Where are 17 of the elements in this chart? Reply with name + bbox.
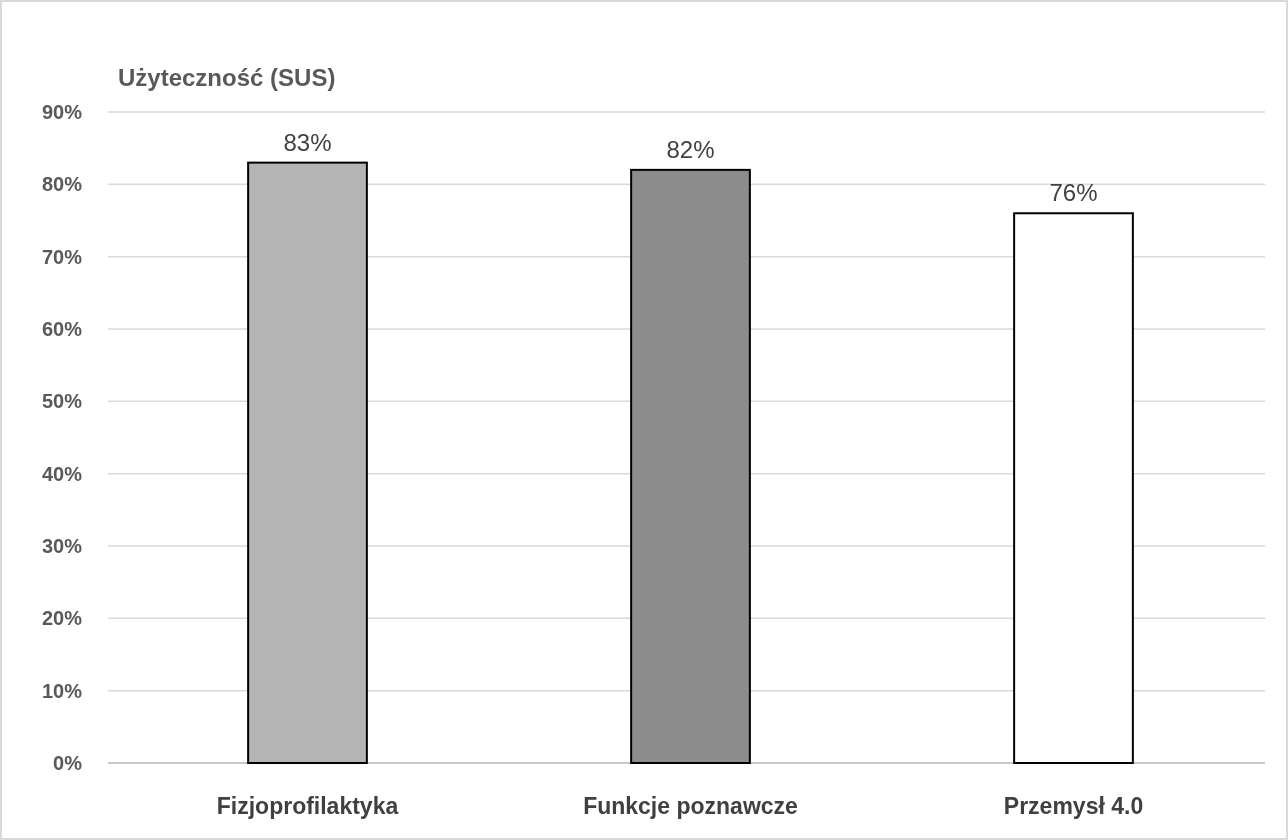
data-label: 83% — [283, 128, 332, 156]
y-tick-label: 50% — [41, 390, 83, 413]
y-tick-label: 60% — [41, 318, 83, 340]
chart-title: Użyteczność (SUS) — [118, 64, 336, 91]
y-tick-label: 10% — [41, 679, 83, 702]
data-label: 82% — [666, 135, 715, 163]
y-tick-label: 20% — [41, 607, 83, 630]
y-tick-label: 80% — [41, 173, 83, 196]
y-tick-label: 30% — [41, 535, 83, 557]
x-tick-label: Przemysł 4.0 — [1003, 793, 1144, 819]
y-tick-label: 40% — [41, 462, 83, 485]
x-tick-label: Fizjoprofilaktyka — [216, 793, 399, 819]
y-tick-label: 90% — [41, 101, 83, 123]
x-tick-label: Funkcje poznawcze — [583, 793, 798, 819]
y-tick-label: 0% — [53, 752, 83, 774]
y-tick-label: 70% — [41, 245, 83, 268]
data-label: 76% — [1049, 179, 1098, 207]
